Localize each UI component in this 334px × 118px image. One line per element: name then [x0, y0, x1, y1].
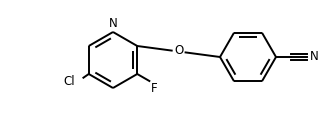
Text: O: O: [174, 44, 183, 57]
Text: F: F: [151, 82, 158, 95]
Text: N: N: [109, 17, 117, 30]
Text: N: N: [310, 51, 319, 63]
Text: Cl: Cl: [64, 75, 75, 88]
